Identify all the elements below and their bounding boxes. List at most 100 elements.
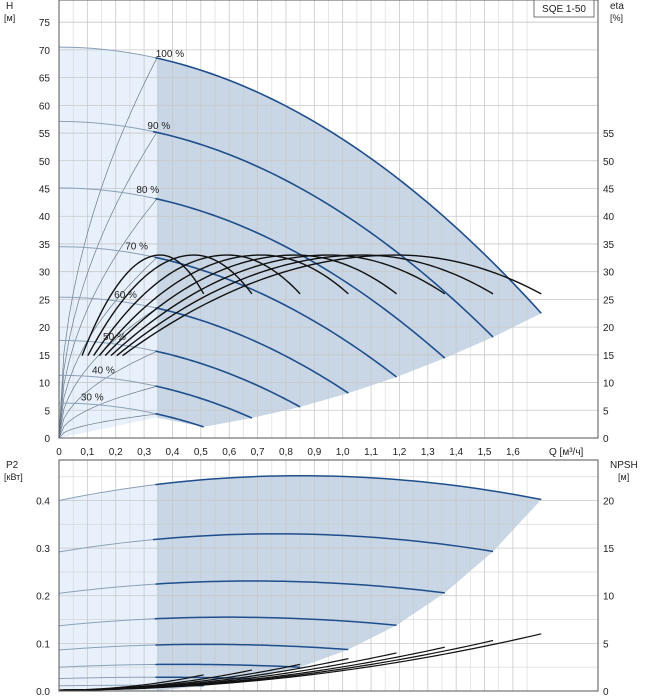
qh-curve-startup (58, 46, 156, 59)
speed-label: 80 % (136, 185, 159, 196)
x-tick-label: 0,4 (166, 447, 180, 458)
system-curve (58, 351, 158, 439)
power-curve-startup (58, 644, 156, 651)
speed-label: 90 % (147, 121, 170, 132)
top-left-tick-label: 60 (39, 101, 51, 112)
top-left-tick-label: 65 (39, 74, 51, 85)
top-left-tick-label: 75 (39, 18, 51, 29)
qh-curve (155, 56, 542, 314)
bottom-right-tick-label: 15 (603, 544, 615, 555)
power-curve-startup (58, 618, 155, 627)
power-curve (152, 533, 494, 553)
top-right-axis-unit: [%] (610, 13, 623, 23)
qh-curve (154, 256, 398, 378)
x-tick-label: 1,2 (392, 447, 406, 458)
speed-label: 40 % (92, 366, 115, 377)
top-operating-region (156, 58, 542, 427)
bottom-left-tick-label: 0.2 (36, 592, 50, 603)
qh-curve-startup (58, 296, 156, 309)
speed-label: 70 % (125, 242, 148, 253)
bottom-right-axis-title: NPSH (610, 460, 638, 471)
power-curve-startup (58, 484, 156, 501)
bottom-left-tick-label: 0.0 (36, 687, 50, 698)
model-label: SQE 1-50 (542, 4, 586, 15)
top-left-tick-label: 5 (44, 406, 50, 417)
top-right-tick-label: 25 (603, 295, 615, 306)
top-left-tick-label: 45 (39, 185, 51, 196)
top-left-tick-label: 10 (39, 379, 51, 390)
bottom-plot-frame (58, 459, 599, 692)
top-right-tick-label: 30 (603, 268, 615, 279)
top-left-tick-label: 70 (39, 46, 51, 57)
x-tick-label: 1,4 (449, 447, 463, 458)
speed-label: 30 % (81, 392, 104, 403)
top-light-region (59, 47, 157, 438)
power-curve-startup (58, 539, 154, 553)
x-tick-label: 0,3 (137, 447, 151, 458)
top-plot-frame (58, 0, 599, 439)
power-curve-startup (58, 676, 156, 680)
power-curve (155, 643, 349, 651)
x-tick-label: 1,1 (364, 447, 378, 458)
top-right-tick-label: 40 (603, 212, 615, 223)
bottom-left-axis-title: P2 (6, 460, 19, 471)
bottom-left-tick-label: 0.4 (36, 496, 50, 507)
x-tick-label: 0,5 (194, 447, 208, 458)
qh-curve (155, 412, 204, 428)
top-left-tick-label: 40 (39, 212, 51, 223)
efficiency-curve (81, 254, 205, 356)
power-curve (155, 580, 445, 594)
top-right-tick-label: 55 (603, 129, 615, 140)
system-curve (58, 257, 158, 439)
system-curve (58, 413, 157, 439)
x-tick-label: 0,9 (307, 447, 321, 458)
top-left-tick-label: 50 (39, 157, 51, 168)
qh-curve-startup (58, 402, 156, 415)
speed-label: 50 % (103, 332, 126, 343)
top-right-tick-label: 45 (603, 185, 615, 196)
bottom-right-tick-label: 5 (603, 639, 609, 650)
qh-curve-startup (58, 187, 156, 200)
bottom-left-tick-label: 0.1 (36, 639, 50, 650)
power-curve (155, 474, 542, 501)
efficiency-curve (104, 254, 397, 357)
model-label-box (533, 0, 595, 18)
qh-curve (155, 385, 253, 419)
bottom-labels: 0.0 0.1 0.2 0.3 0.4 0 5 10 15 20 (36, 496, 614, 698)
top-right-tick-label: 50 (603, 157, 615, 168)
speed-label: 100 % (156, 49, 184, 60)
system-curve (58, 132, 158, 439)
x-tick-label: 1,0 (336, 447, 350, 458)
top-left-tick-label: 30 (39, 268, 51, 279)
bottom-right-tick-label: 0 (603, 687, 609, 698)
top-right-tick-label: 0 (603, 434, 609, 445)
top-left-tick-label: 15 (39, 351, 51, 362)
efficiency-curve (93, 254, 301, 357)
qh-curve-startup (58, 246, 155, 258)
top-left-axis-unit: [м] (4, 13, 15, 23)
efficiency-curve (116, 254, 494, 357)
top-right-tick-label: 20 (603, 323, 615, 334)
top-labels: 0 0,1 0,2 0,3 0,4 0,5 0,6 0,7 0,8 0,9 1,0 1,1 1,2 1,3… (39, 18, 615, 458)
bottom-grid (58, 460, 598, 692)
top-curves (58, 46, 542, 439)
top-left-tick-label: 20 (39, 323, 51, 334)
top-right-tick-label: 10 (603, 379, 615, 390)
bottom-curves (58, 474, 542, 691)
system-curve (58, 386, 157, 439)
top-left-tick-label: 55 (39, 129, 51, 140)
qh-curve (152, 130, 494, 338)
top-right-tick-label: 35 (603, 240, 615, 251)
qh-curve-startup (58, 120, 154, 133)
top-right-tick-label: 5 (603, 406, 609, 417)
qh-curve (155, 350, 301, 408)
x-tick-label: 0,6 (222, 447, 236, 458)
qh-curve-startup (58, 374, 156, 387)
top-operating-region (59, 47, 542, 438)
x-tick-label: 1,5 (478, 447, 492, 458)
npsh-curve (58, 674, 204, 691)
top-left-axis-title: H (6, 1, 13, 12)
qh-curve (155, 307, 349, 394)
x-axis-label: Q [м³/ч] (549, 447, 584, 458)
